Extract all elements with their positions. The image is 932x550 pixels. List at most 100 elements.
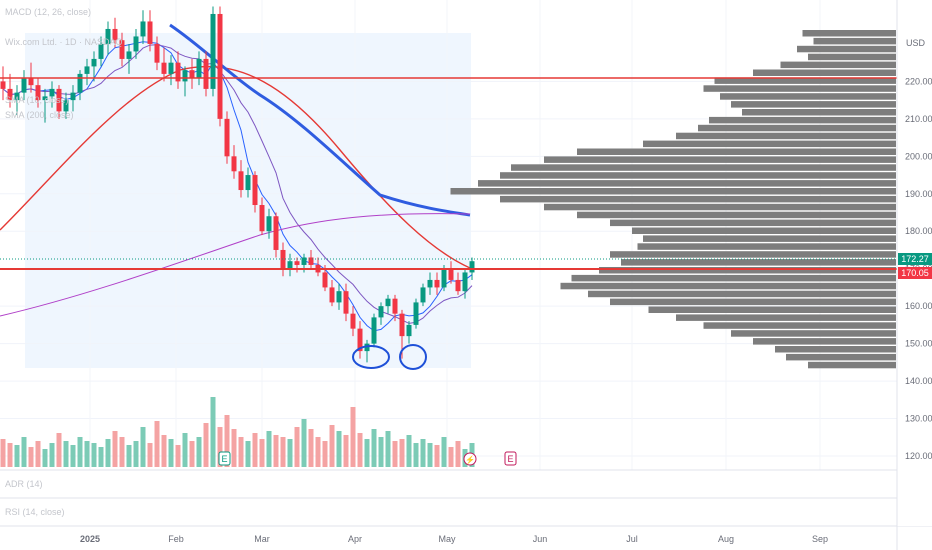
candles xyxy=(0,6,475,363)
volume-bar xyxy=(70,445,76,467)
sma50-line xyxy=(0,65,471,269)
candle-body xyxy=(126,51,132,59)
volume-bar xyxy=(371,429,377,467)
profile-bar xyxy=(813,37,896,45)
price-tick-label: 220.00 xyxy=(905,76,932,86)
profile-bar xyxy=(610,219,896,227)
time-tick-label: Jun xyxy=(533,534,548,544)
volume-bar xyxy=(406,435,412,467)
price-tick-label: 200.00 xyxy=(905,151,932,161)
candle-body xyxy=(182,70,188,82)
volume-bar xyxy=(42,449,48,467)
candle-body xyxy=(441,268,447,288)
volume-bar xyxy=(420,439,426,467)
volume-bar xyxy=(385,431,391,467)
candle-body xyxy=(378,306,384,318)
candle-body xyxy=(35,85,41,101)
volume-bar xyxy=(336,431,342,467)
candle-body xyxy=(231,156,237,172)
volume-bar xyxy=(364,439,370,467)
candle-body xyxy=(420,287,426,303)
candle-body xyxy=(350,313,356,329)
sma200-legend[interactable]: SMA (200, close) xyxy=(5,110,74,120)
candle-body xyxy=(371,317,377,344)
candle-body xyxy=(301,257,307,265)
profile-bar xyxy=(511,164,896,171)
time-tick-label: Aug xyxy=(718,534,734,544)
earnings-marker-2[interactable]: E xyxy=(504,451,517,466)
volume-bar xyxy=(210,397,216,467)
annotation-circle-1[interactable] xyxy=(352,345,390,369)
volume-bar xyxy=(126,445,132,467)
candle-body xyxy=(385,298,391,307)
volume-bar xyxy=(56,433,62,467)
annotation-circle-2[interactable] xyxy=(399,344,427,370)
candle-body xyxy=(98,43,104,59)
level-price-tag: 170.05 xyxy=(898,267,932,279)
volume-bar xyxy=(189,441,195,467)
earnings-marker-1[interactable]: E xyxy=(218,451,231,466)
volume-bar xyxy=(203,423,209,467)
candle-body xyxy=(266,216,272,232)
candle-body xyxy=(224,118,230,157)
candle-body xyxy=(273,216,279,250)
time-tick-label: Jul xyxy=(626,534,638,544)
price-tick-label: 150.00 xyxy=(905,339,932,349)
profile-bar xyxy=(703,322,896,329)
symbol-title: Wix.com Ltd. · 1D · NASDAQ xyxy=(5,37,123,47)
volume-bars xyxy=(0,397,475,467)
candle-body xyxy=(336,291,342,303)
profile-bar xyxy=(500,172,896,179)
profile-bar xyxy=(698,124,896,132)
last-price-value: 172.27 xyxy=(901,254,929,264)
volume-bar xyxy=(175,445,181,467)
volume-bar xyxy=(343,435,349,467)
candle-body xyxy=(294,261,300,265)
horizontal-levels[interactable] xyxy=(0,77,897,270)
candle-body xyxy=(308,257,314,265)
split-marker[interactable]: ⚡ xyxy=(463,452,477,466)
candle-body xyxy=(42,96,48,101)
macd-indicator-label[interactable]: MACD (12, 26, close) xyxy=(5,7,91,17)
profile-bar xyxy=(450,188,896,195)
candle-body xyxy=(406,324,412,337)
profile-bar xyxy=(544,203,896,211)
volume-profile xyxy=(450,30,896,369)
volume-bar xyxy=(112,431,118,467)
volume-bar xyxy=(259,439,265,467)
candle-body xyxy=(70,92,76,101)
candle-body xyxy=(392,298,398,314)
profile-bar xyxy=(753,69,896,76)
rsi-pane-label[interactable]: RSI (14, close) xyxy=(5,507,65,517)
sma10-legend[interactable]: SMA (10, close) xyxy=(5,95,69,105)
candle-body xyxy=(147,21,153,44)
volume-bar xyxy=(441,437,447,467)
candle-body xyxy=(448,268,454,280)
candle-body xyxy=(84,66,90,74)
earnings-marker-label: E xyxy=(507,454,513,464)
volume-bar xyxy=(63,441,69,467)
candle-body xyxy=(0,81,6,89)
volume-bar xyxy=(399,439,405,467)
profile-bar xyxy=(731,330,896,337)
time-tick-label: May xyxy=(438,534,456,544)
candle-body xyxy=(399,313,405,337)
profile-bar xyxy=(648,306,896,313)
price-tick-label: 130.00 xyxy=(905,414,932,424)
profile-bar xyxy=(577,148,896,155)
level-price-value: 170.05 xyxy=(901,268,929,278)
volume-bar xyxy=(238,437,244,467)
adr-pane-label[interactable]: ADR (14) xyxy=(5,479,43,489)
profile-bar xyxy=(571,274,896,282)
candle-body xyxy=(189,70,195,78)
candle-body xyxy=(140,21,146,37)
candle-body xyxy=(28,77,34,86)
time-axis[interactable]: 2025 Feb Mar Apr May Jun Jul Aug Sep xyxy=(80,534,828,544)
volume-bar xyxy=(350,407,356,467)
price-tick-label: 190.00 xyxy=(905,189,932,199)
candle-body xyxy=(56,88,62,112)
profile-bar xyxy=(731,101,896,108)
volume-bar xyxy=(133,441,139,467)
volume-bar xyxy=(231,429,237,467)
